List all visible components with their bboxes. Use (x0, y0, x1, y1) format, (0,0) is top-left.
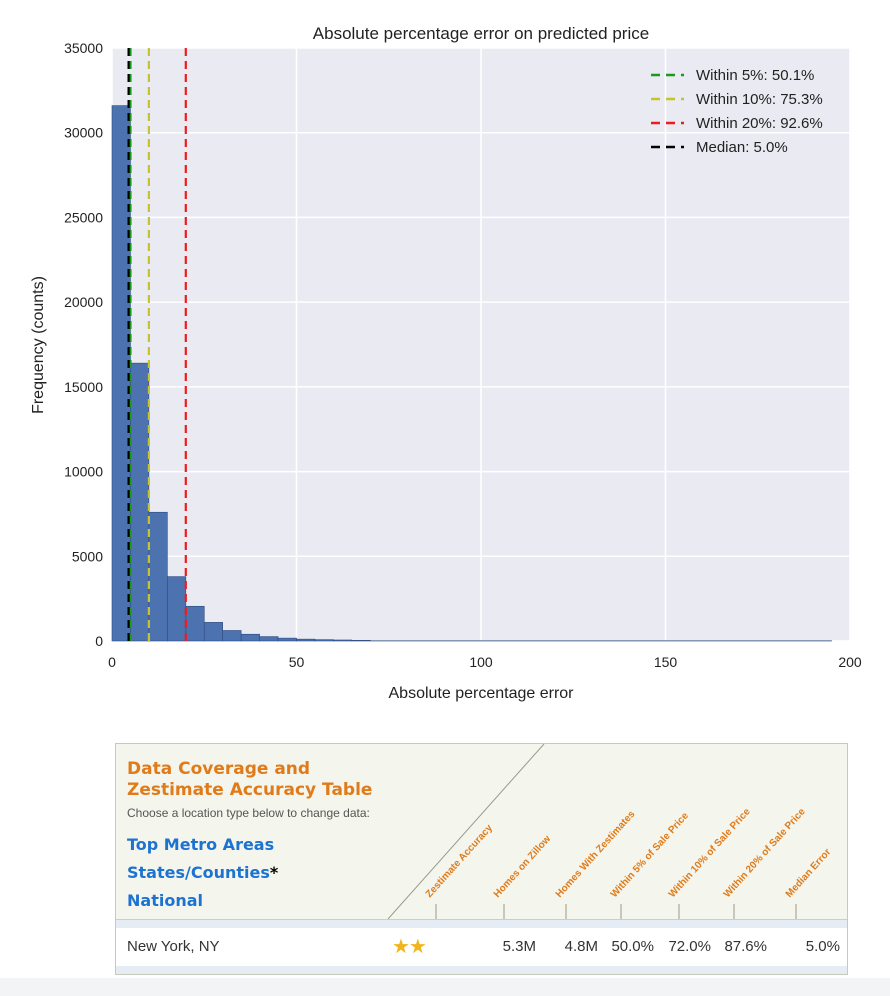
histogram-chart: 0 5000 10000 15000 20000 25000 30000 35000 0 50 1… (30, 24, 862, 702)
legend-label-3: Median: 5.0% (696, 139, 788, 156)
states-counties-label: States/Counties (127, 863, 270, 882)
header-diagonal-divider (387, 744, 545, 919)
y-tick-label: 25000 (64, 209, 103, 225)
x-tick-label: 200 (838, 654, 862, 670)
top-metro-areas-link[interactable]: Top Metro Areas (127, 835, 275, 854)
legend-label-1: Within 10%: 75.3% (696, 91, 823, 108)
y-tick-label: 20000 (64, 294, 103, 310)
y-tick-label: 35000 (64, 40, 103, 56)
page-footer-band (0, 978, 890, 996)
histogram-bar-7 (240, 633, 260, 642)
x-tick-label: 0 (108, 654, 116, 670)
histogram-bar-2 (148, 511, 168, 642)
y-tick-label: 15000 (64, 379, 103, 395)
cell-homes-on-zillow: 5.3M (502, 938, 536, 955)
cell-homes-with-zestimates: 4.8M (564, 938, 598, 955)
y-tick-label: 5000 (72, 548, 103, 564)
histogram-bar-10 (296, 638, 316, 642)
histogram-bar-11 (314, 639, 334, 642)
histogram-bar-5 (203, 622, 224, 642)
y-tick-label: 30000 (64, 125, 103, 141)
histogram-bar-6 (222, 630, 242, 642)
national-link[interactable]: National (127, 891, 203, 910)
y-axis-label: Frequency (counts) (30, 276, 47, 414)
x-tick-label: 100 (469, 654, 493, 670)
legend-label-2: Within 20%: 92.6% (696, 115, 823, 132)
table-title: Data Coverage and Zestimate Accuracy Tab… (127, 759, 372, 801)
star-rating-icon: ★★ (392, 936, 427, 958)
table-row: New York, NY ★★ 5.3M 4.8M 50.0% 72.0% 87… (116, 928, 847, 966)
x-tick-label: 150 (654, 654, 678, 670)
y-tick-label: 10000 (64, 464, 103, 480)
row-location: New York, NY (127, 938, 220, 955)
histogram-bar-1 (130, 362, 150, 642)
legend: Within 5%: 50.1% Within 10%: 75.3% Within … (651, 67, 823, 156)
cell-within-5: 50.0% (611, 938, 654, 955)
histogram-bar-13 (351, 640, 371, 642)
table-footer-band (116, 966, 847, 974)
asterisk-note: * (269, 863, 279, 882)
chart-title: Absolute percentage error on predicted p… (313, 24, 649, 43)
cell-within-20: 87.6% (724, 938, 767, 955)
histogram-bar-3 (167, 576, 187, 642)
cell-median-error: 5.0% (805, 938, 840, 955)
location-type-hint: Choose a location type below to change d… (127, 806, 370, 820)
histogram-bar-8 (259, 636, 279, 642)
x-tick-label: 50 (289, 654, 305, 670)
y-tick-label: 0 (95, 633, 103, 649)
zestimate-accuracy-table: Data Coverage and Zestimate Accuracy Tab… (115, 743, 848, 975)
column-header-dividers (387, 744, 797, 919)
table-header: Data Coverage and Zestimate Accuracy Tab… (116, 744, 847, 919)
histogram-bar-12 (333, 639, 353, 642)
table-title-line-2: Zestimate Accuracy Table (127, 780, 373, 800)
header-separator (116, 919, 847, 928)
legend-label-0: Within 5%: 50.1% (696, 67, 814, 84)
states-counties-link[interactable]: States/Counties* (127, 863, 278, 882)
x-axis-label: Absolute percentage error (389, 685, 575, 702)
cell-within-10: 72.0% (668, 938, 711, 955)
table-title-line-1: Data Coverage and (127, 759, 311, 779)
histogram-bar-9 (277, 637, 297, 642)
histogram-bar-4 (185, 605, 205, 642)
